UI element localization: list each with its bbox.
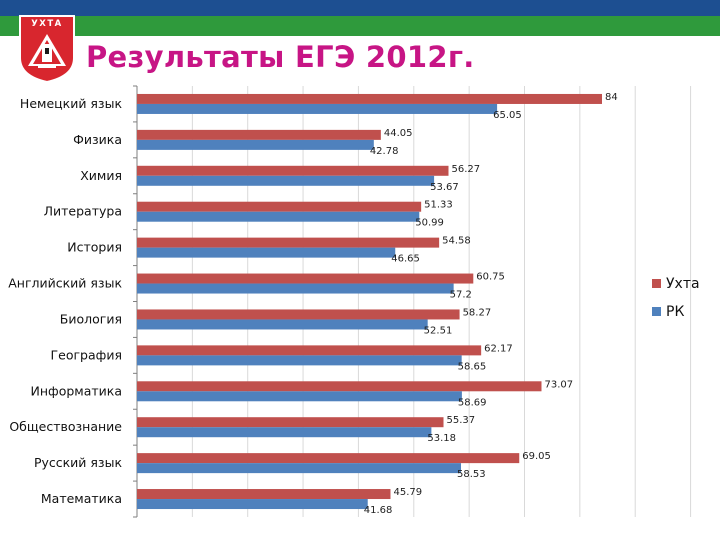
category-label: Биология xyxy=(60,311,122,326)
data-label-ukhta: 69.05 xyxy=(522,451,551,462)
bar-rk xyxy=(137,211,420,222)
bar-rk xyxy=(137,319,428,330)
labels: Немецкий язык 84 65.05 Физика 44.05 42.78 Хими… xyxy=(8,92,618,516)
bar-ukhta xyxy=(137,273,474,284)
category-label: Немецкий язык xyxy=(20,96,123,111)
data-label-ukhta: 73.07 xyxy=(544,379,573,390)
bar-ukhta xyxy=(137,93,602,104)
category-label: Физика xyxy=(73,132,122,147)
bar-ukhta xyxy=(137,417,444,428)
data-label-rk: 52.51 xyxy=(424,325,453,336)
data-label-ukhta: 60.75 xyxy=(476,272,505,283)
data-label-ukhta: 84 xyxy=(605,92,618,103)
data-label-rk: 50.99 xyxy=(415,218,444,229)
bar-ukhta xyxy=(137,453,520,464)
data-label-ukhta: 45.79 xyxy=(393,487,422,498)
category-label: История xyxy=(67,240,122,255)
data-label-rk: 58.65 xyxy=(458,361,487,372)
category-label: Литература xyxy=(44,204,122,219)
bar-ukhta xyxy=(137,129,381,140)
data-label-ukhta: 44.05 xyxy=(384,128,413,139)
data-label-rk: 42.78 xyxy=(370,146,399,157)
data-label-rk: 58.53 xyxy=(457,469,486,480)
ukhta-coat-of-arms-logo: УХТА xyxy=(19,15,75,84)
bars xyxy=(137,93,602,510)
data-label-ukhta: 51.33 xyxy=(424,200,453,211)
data-label-rk: 53.18 xyxy=(427,433,456,444)
bar-ukhta xyxy=(137,201,422,212)
category-label: География xyxy=(51,347,122,362)
category-label: Английский язык xyxy=(8,276,122,291)
legend: Ухта РК xyxy=(652,276,700,320)
page-title: Результаты ЕГЭ 2012г. xyxy=(86,40,475,74)
data-label-ukhta: 58.27 xyxy=(463,307,492,318)
data-label-ukhta: 54.58 xyxy=(442,236,471,247)
category-label: Информатика xyxy=(31,383,123,398)
data-label-rk: 46.65 xyxy=(391,254,420,265)
header-band-divider xyxy=(0,36,720,39)
bar-rk xyxy=(137,463,462,474)
category-label: Русский язык xyxy=(34,455,122,470)
logo-text: УХТА xyxy=(31,19,62,29)
data-label-rk: 41.68 xyxy=(364,505,393,516)
bar-ukhta xyxy=(137,345,482,356)
bar-rk xyxy=(137,175,435,186)
bar-ukhta xyxy=(137,237,440,248)
data-label-rk: 58.69 xyxy=(458,397,487,408)
header-band-blue xyxy=(0,0,720,16)
category-label: Химия xyxy=(80,168,122,183)
data-label-rk: 65.05 xyxy=(493,110,522,121)
bar-rk xyxy=(137,103,498,114)
header-band-green xyxy=(0,16,720,36)
data-label-ukhta: 55.37 xyxy=(447,415,476,426)
bar-ukhta xyxy=(137,489,391,500)
legend-label: Ухта xyxy=(666,276,700,292)
bar-rk xyxy=(137,247,396,258)
bar-rk xyxy=(137,391,462,402)
legend-label: РК xyxy=(666,304,684,320)
bar-ukhta xyxy=(137,165,449,176)
data-label-rk: 53.67 xyxy=(430,182,459,193)
grid-lines xyxy=(133,85,692,518)
legend-swatch xyxy=(652,307,661,316)
category-label: Обществознание xyxy=(9,419,122,434)
data-label-rk: 57.2 xyxy=(450,290,472,301)
legend-swatch xyxy=(652,279,661,288)
data-label-ukhta: 56.27 xyxy=(451,164,480,175)
bar-rk xyxy=(137,139,374,150)
data-label-ukhta: 62.17 xyxy=(484,343,513,354)
bar-rk xyxy=(137,427,432,438)
bar-ukhta xyxy=(137,381,542,392)
category-label: Математика xyxy=(41,491,122,506)
bar-rk xyxy=(137,355,462,366)
bar-ukhta xyxy=(137,309,460,320)
bar-rk xyxy=(137,499,368,510)
bar-rk xyxy=(137,283,454,294)
